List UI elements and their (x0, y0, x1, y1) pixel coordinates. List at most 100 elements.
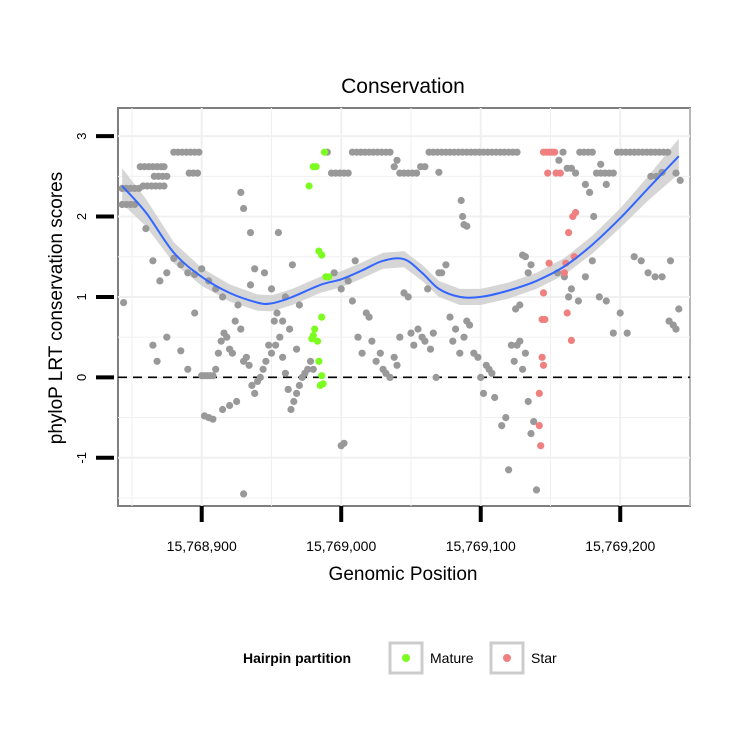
other-point (651, 273, 659, 281)
other-point (240, 204, 248, 213)
other-point (513, 148, 521, 156)
other-point (505, 466, 513, 474)
other-point (193, 169, 202, 177)
other-point (567, 164, 576, 172)
star-point (545, 259, 553, 267)
mature-point (313, 337, 322, 345)
other-point (407, 329, 415, 337)
other-point (393, 361, 401, 369)
other-point (246, 281, 255, 289)
other-point (559, 148, 567, 156)
other-point (666, 257, 675, 265)
other-point (288, 261, 296, 269)
other-point (274, 229, 282, 237)
star-point (537, 442, 545, 450)
other-point (588, 148, 596, 156)
other-point (457, 196, 465, 205)
y-axis-label: phyloP LRT conservation scores (46, 172, 67, 445)
other-point (616, 309, 624, 317)
star-point (565, 229, 573, 237)
mature-point (305, 182, 313, 190)
other-point (217, 337, 225, 345)
other-point (435, 168, 443, 176)
other-point (410, 341, 418, 349)
star-point (535, 389, 543, 397)
other-point (586, 188, 594, 196)
other-point (270, 317, 278, 325)
other-point (424, 285, 432, 293)
other-point (295, 381, 303, 389)
other-point (290, 397, 298, 406)
other-point (365, 313, 373, 321)
other-point (647, 172, 655, 180)
other-point (602, 297, 610, 305)
data-points (118, 148, 684, 498)
other-point (177, 261, 185, 269)
other-point (426, 345, 435, 353)
y-tick-label: -1 (74, 452, 89, 464)
star-point (541, 315, 549, 324)
other-point (597, 160, 605, 168)
other-point (532, 486, 541, 494)
x-tick-label: 15,769,200 (585, 538, 655, 554)
legend-label-mature: Mature (430, 650, 474, 666)
other-point (581, 273, 590, 281)
other-point (477, 373, 485, 381)
mature-point (318, 251, 326, 259)
other-point (404, 293, 412, 301)
other-point (306, 357, 315, 365)
other-point (156, 277, 164, 285)
other-point (287, 405, 295, 414)
other-point (590, 212, 598, 221)
other-point (519, 365, 527, 373)
mature-point (315, 357, 323, 365)
other-point (177, 347, 185, 355)
legend-item-star: Star (489, 641, 557, 675)
other-point (223, 333, 231, 341)
other-point (237, 188, 245, 196)
other-point (191, 309, 199, 317)
other-point (237, 325, 245, 333)
other-point (491, 393, 499, 402)
y-tick-label: 2 (74, 213, 89, 220)
other-point (286, 325, 294, 333)
mature-point (318, 313, 326, 321)
other-point (630, 253, 638, 261)
other-point (527, 430, 535, 438)
star-point (539, 289, 548, 297)
star-point (538, 353, 546, 361)
other-point (368, 337, 376, 345)
plot-panel (117, 107, 691, 507)
other-point (574, 297, 583, 305)
star-point (572, 208, 580, 217)
other-point (209, 372, 217, 380)
other-point (279, 353, 287, 361)
other-point (527, 261, 535, 269)
x-tick-label: 15,769,100 (446, 538, 516, 554)
other-point (209, 415, 217, 423)
mature-point (311, 325, 319, 333)
other-point (438, 269, 446, 277)
other-point (245, 361, 253, 369)
other-point (344, 277, 352, 285)
other-point (267, 349, 276, 357)
other-point (163, 333, 171, 341)
other-point (242, 353, 250, 361)
y-tick-label: 0 (74, 374, 89, 381)
other-point (572, 169, 580, 177)
other-point (521, 349, 530, 357)
chart-title: Conservation (341, 75, 465, 98)
star-point (539, 361, 548, 369)
other-point (555, 156, 563, 164)
other-point (675, 305, 683, 313)
y-tick-label: 1 (74, 293, 89, 300)
other-point (293, 389, 301, 397)
other-point (421, 163, 429, 171)
other-point (442, 261, 450, 269)
other-point (460, 333, 468, 341)
other-point (149, 257, 157, 265)
other-point (446, 313, 454, 321)
other-point (340, 439, 348, 447)
other-point (344, 169, 352, 177)
y-tick-label: 3 (74, 132, 89, 139)
